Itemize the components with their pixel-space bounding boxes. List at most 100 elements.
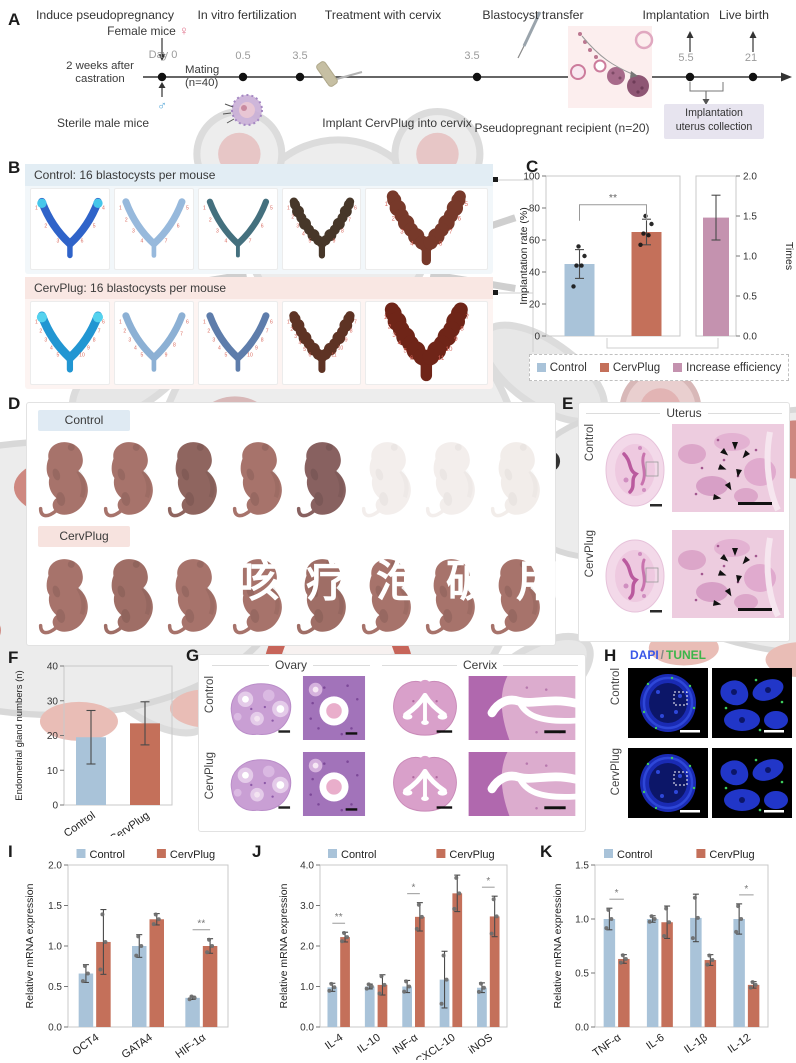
stage-induce-pseudopregnancy: Induce pseudopregnancy xyxy=(35,8,175,22)
svg-text:Control: Control xyxy=(62,810,98,836)
svg-text:7: 7 xyxy=(248,239,251,245)
svg-text:**: ** xyxy=(335,912,343,923)
svg-text:4: 4 xyxy=(302,231,305,237)
collection-box: Implantation uterus collection xyxy=(664,104,764,139)
svg-text:5: 5 xyxy=(186,206,189,212)
svg-text:100: 100 xyxy=(523,172,540,183)
svg-text:4: 4 xyxy=(398,340,402,347)
svg-text:1.5: 1.5 xyxy=(48,901,62,912)
stage-implantation: Implantation xyxy=(642,8,710,22)
timeline-tick-3_5b: 3.5 xyxy=(464,50,480,62)
tunel-cervplug-row: CervPlug xyxy=(610,748,792,818)
svg-text:*: * xyxy=(486,876,490,887)
cervplug-swatch xyxy=(599,363,609,372)
pup-image xyxy=(292,549,357,641)
svg-text:2: 2 xyxy=(44,223,47,229)
svg-text:6: 6 xyxy=(81,239,84,245)
timeline-tick-3_5a: 3.5 xyxy=(292,50,308,62)
watermark-char: 咳 xyxy=(236,557,280,606)
ovary-title-text: Ovary xyxy=(275,658,308,672)
histology-cervplug-row: CervPlug xyxy=(204,752,582,822)
timeline-day0: Day 0 xyxy=(148,49,178,61)
svg-text:10: 10 xyxy=(47,766,59,777)
pup-image xyxy=(228,432,293,524)
svg-text:2: 2 xyxy=(39,329,42,335)
cervplug-pups xyxy=(34,549,550,641)
panel-f-label: F xyxy=(8,648,19,667)
mating-line2: (n=40) xyxy=(185,77,219,89)
mating-note: Mating (n=40) xyxy=(185,64,219,90)
castration-line2: castration xyxy=(75,73,125,85)
tunel-cervplug-section-image xyxy=(628,748,708,818)
svg-text:1: 1 xyxy=(35,320,38,326)
row-label-cervplug: CervPlug xyxy=(204,752,216,800)
svg-text:1: 1 xyxy=(35,206,38,212)
pup-image xyxy=(228,549,293,641)
svg-text:1.5: 1.5 xyxy=(743,212,757,223)
svg-text:9: 9 xyxy=(332,239,335,245)
svg-text:Implantation rate (%): Implantation rate (%) xyxy=(520,207,530,304)
pup-image xyxy=(99,549,164,641)
panel-j-label: J xyxy=(252,842,262,861)
uterus-control-row: Control xyxy=(584,424,786,516)
chart-increase-efficiency: 0.0 0.5 1.0 1.5 2.0 Times xyxy=(690,166,796,342)
svg-text:2: 2 xyxy=(207,329,210,335)
svg-text:0.0: 0.0 xyxy=(48,1023,62,1034)
chart-implantation-rate: 0 20 40 60 80 100 Implantation rate (%) ** xyxy=(520,166,684,342)
pup-image xyxy=(99,432,164,524)
uterus-cervplug-row: CervPlug xyxy=(584,530,786,622)
svg-text:3: 3 xyxy=(393,332,397,339)
svg-text:CervPlug: CervPlug xyxy=(709,849,754,861)
svg-text:10: 10 xyxy=(446,346,453,353)
svg-text:2: 2 xyxy=(291,215,294,221)
svg-text:5: 5 xyxy=(270,206,273,212)
svg-text:1: 1 xyxy=(385,202,389,208)
svg-text:4: 4 xyxy=(134,345,137,351)
pup-image xyxy=(163,432,228,524)
tunel-control-section-image xyxy=(628,668,708,738)
panel-g-label: G xyxy=(186,646,200,665)
svg-text:6: 6 xyxy=(186,320,189,326)
svg-text:0.0: 0.0 xyxy=(743,332,757,343)
svg-text:**: ** xyxy=(609,192,617,204)
svg-text:1: 1 xyxy=(203,206,206,212)
svg-text:3: 3 xyxy=(294,334,297,340)
svg-text:3: 3 xyxy=(128,337,131,343)
watermark-char: 泡 xyxy=(376,557,420,606)
panel-d-label: D xyxy=(8,394,21,413)
uterus-title-text: Uterus xyxy=(666,406,702,420)
svg-text:2: 2 xyxy=(123,329,126,335)
svg-text:4.0: 4.0 xyxy=(300,861,314,872)
svg-text:8: 8 xyxy=(93,337,96,343)
svg-text:*: * xyxy=(412,883,416,894)
svg-text:9: 9 xyxy=(255,345,258,351)
uterus-image: 1 2 3 4 5 6 xyxy=(30,188,110,270)
legend-cervplug-label: CervPlug xyxy=(612,361,661,374)
pups-control-title: Control xyxy=(38,410,130,431)
svg-text:7: 7 xyxy=(265,329,268,335)
svg-text:Times: Times xyxy=(783,242,795,270)
svg-text:Endometrial gland numbers (n): Endometrial gland numbers (n) xyxy=(14,670,25,800)
svg-text:0.5: 0.5 xyxy=(575,969,589,980)
legend-control-label: Control xyxy=(549,361,587,374)
svg-text:CervPlug: CervPlug xyxy=(449,849,494,861)
svg-text:6: 6 xyxy=(260,223,263,229)
svg-text:1.0: 1.0 xyxy=(575,915,589,926)
svg-text:IL-1β: IL-1β xyxy=(682,1032,710,1056)
svg-text:7: 7 xyxy=(466,314,470,321)
svg-text:9: 9 xyxy=(455,336,459,343)
svg-text:5: 5 xyxy=(224,353,227,359)
svg-text:1: 1 xyxy=(119,320,122,326)
svg-text:0.5: 0.5 xyxy=(48,982,62,993)
svg-text:Control: Control xyxy=(617,849,652,861)
tunel-cervplug-zoom-image xyxy=(712,748,792,818)
svg-text:4: 4 xyxy=(102,206,105,212)
uterus-control-section-image xyxy=(602,424,668,512)
uterus-cervplug-zoom-image xyxy=(672,530,784,618)
mating-line1: Mating xyxy=(185,64,220,76)
svg-text:3: 3 xyxy=(56,239,59,245)
cervix-section-title: Cervix xyxy=(382,658,578,672)
